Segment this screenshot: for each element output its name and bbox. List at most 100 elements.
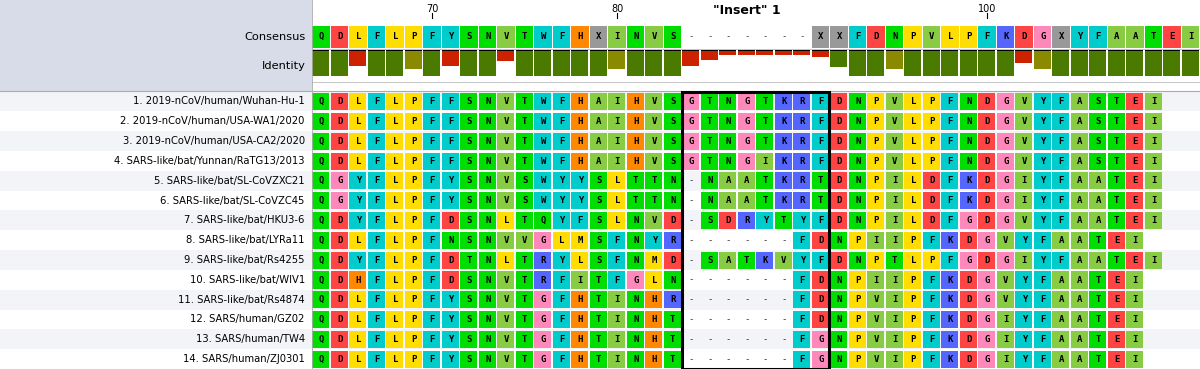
Text: S: S <box>522 196 528 205</box>
Bar <box>1033 172 1051 189</box>
Bar <box>1145 152 1162 170</box>
Text: F: F <box>614 276 620 284</box>
Text: I: I <box>1151 256 1157 265</box>
Bar <box>1126 252 1144 269</box>
Bar <box>941 331 959 348</box>
Bar <box>534 331 551 348</box>
Text: E: E <box>1133 97 1138 106</box>
Text: S: S <box>467 295 472 304</box>
Text: G: G <box>984 295 990 304</box>
Bar <box>978 133 995 150</box>
Text: V: V <box>504 355 509 364</box>
Text: -: - <box>762 32 768 41</box>
Bar <box>1070 113 1088 130</box>
Bar <box>1033 192 1051 209</box>
Bar <box>664 212 680 229</box>
Bar <box>978 252 995 269</box>
Bar <box>1145 192 1162 209</box>
Bar <box>646 291 662 308</box>
Text: A: A <box>1078 176 1082 185</box>
Bar <box>460 93 478 110</box>
Bar <box>1015 272 1032 289</box>
Bar <box>701 93 718 110</box>
Text: L: L <box>392 276 398 284</box>
Bar <box>848 192 866 209</box>
Text: S: S <box>596 216 601 225</box>
Bar <box>923 26 941 48</box>
Text: X: X <box>818 32 823 41</box>
Bar <box>646 252 662 269</box>
Bar <box>886 331 902 348</box>
Text: 80: 80 <box>611 4 623 14</box>
Bar <box>516 192 533 209</box>
Bar <box>497 252 515 269</box>
Text: -: - <box>762 276 768 284</box>
Bar <box>1108 152 1124 170</box>
Text: H: H <box>634 156 638 166</box>
Text: F: F <box>948 97 953 106</box>
Bar <box>978 152 995 170</box>
Bar <box>367 331 385 348</box>
Bar <box>996 252 1014 269</box>
Text: V: V <box>1021 216 1027 225</box>
Text: A: A <box>1096 256 1100 265</box>
Bar <box>497 272 515 289</box>
Text: Y: Y <box>1040 137 1045 146</box>
Bar <box>1033 252 1051 269</box>
Text: I: I <box>1151 137 1157 146</box>
Bar <box>1015 113 1032 130</box>
Text: N: N <box>726 137 731 146</box>
Text: F: F <box>929 276 935 284</box>
Bar <box>1090 152 1106 170</box>
Bar <box>646 152 662 170</box>
Text: 14. SARS/human/ZJ0301: 14. SARS/human/ZJ0301 <box>182 354 305 364</box>
Text: P: P <box>911 355 916 364</box>
Bar <box>664 252 680 269</box>
Text: X: X <box>836 32 842 41</box>
Text: N: N <box>485 236 491 245</box>
Bar <box>516 133 533 150</box>
Bar <box>664 51 680 76</box>
Bar <box>1090 51 1106 76</box>
Text: G: G <box>1003 97 1008 106</box>
Bar <box>386 212 403 229</box>
Text: N: N <box>485 176 491 185</box>
Text: N: N <box>726 117 731 126</box>
Text: A: A <box>1078 236 1082 245</box>
Text: I: I <box>1151 156 1157 166</box>
Text: T: T <box>762 137 768 146</box>
Bar <box>589 351 607 368</box>
Bar <box>1145 252 1162 269</box>
Bar <box>923 133 940 150</box>
Bar <box>923 351 940 368</box>
Text: I: I <box>1133 315 1138 324</box>
Bar <box>1126 172 1144 189</box>
Bar <box>664 133 680 150</box>
Bar <box>1145 113 1162 130</box>
Text: L: L <box>355 32 361 41</box>
Bar <box>793 272 810 289</box>
Text: Y: Y <box>762 216 768 225</box>
Bar <box>886 252 902 269</box>
Bar <box>866 152 884 170</box>
Bar <box>330 113 348 130</box>
Text: I: I <box>892 176 898 185</box>
Bar <box>330 272 348 289</box>
Text: A: A <box>1096 216 1100 225</box>
Text: D: D <box>836 97 842 106</box>
Text: S: S <box>670 156 676 166</box>
Bar <box>646 212 662 229</box>
Text: F: F <box>856 32 860 41</box>
Text: Y: Y <box>355 196 361 205</box>
Text: D: D <box>337 97 342 106</box>
Bar <box>1145 212 1162 229</box>
Text: E: E <box>1114 236 1120 245</box>
Bar <box>1052 351 1069 368</box>
Text: F: F <box>1058 256 1064 265</box>
Bar <box>830 133 847 150</box>
Text: L: L <box>504 256 509 265</box>
Text: G: G <box>1003 156 1008 166</box>
Bar <box>996 113 1014 130</box>
Text: N: N <box>836 335 842 344</box>
Text: A: A <box>1078 355 1082 364</box>
